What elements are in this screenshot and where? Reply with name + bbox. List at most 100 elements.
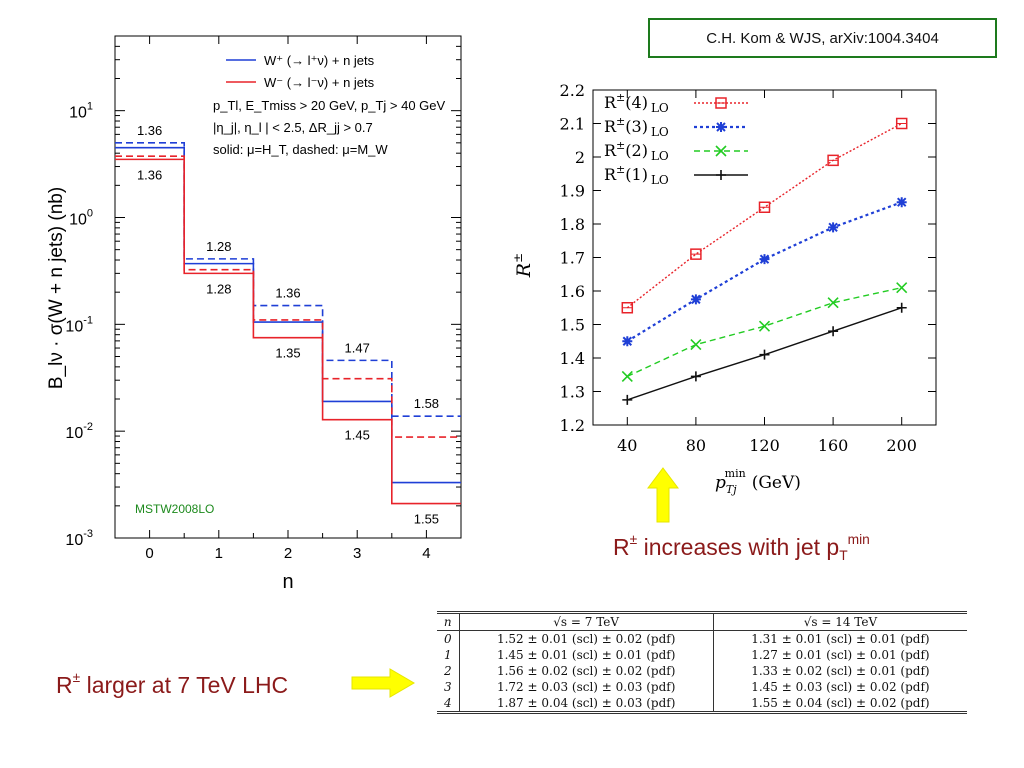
right-arrow-shape <box>351 668 415 698</box>
ratio-legend-label-part: R <box>604 141 617 160</box>
hist-y-tick-label: 10-1 <box>65 314 93 335</box>
hist-y-tick-label: 100 <box>69 208 93 229</box>
ratio-marker-x <box>758 320 771 332</box>
ratio-x-tick-label: 200 <box>886 436 917 455</box>
ratio-x-tick-label: 160 <box>818 436 849 455</box>
hist-ratio-label-above: 1.47 <box>345 340 370 355</box>
cell-14tev: 1.55 ± 0.04 (scl) ± 0.02 (pdf) <box>712 695 967 713</box>
ratio-legend-label-part: ± <box>616 91 625 104</box>
note-text: larger at 7 TeV LHC <box>80 672 289 699</box>
header-14tev: √s = 14 TeV <box>712 612 967 631</box>
note-sup: ± <box>629 532 638 547</box>
ratio-legend-label-part: ± <box>616 139 625 152</box>
up-arrow-shape <box>647 467 679 523</box>
ratio-legend-label-part: LO <box>651 101 669 115</box>
ratio-legend-label-part: ± <box>616 163 625 176</box>
ratio-legend-label-part: (1) <box>625 165 648 184</box>
ratio-marker-star <box>622 336 633 347</box>
hist-ratio-label-below: 1.35 <box>275 346 300 361</box>
ratio-legend: R±(4) LOR±(3) LOR±(2) LOR±(1) LO <box>604 91 748 187</box>
note-sub: T <box>839 547 848 563</box>
hist-y-tick-exponent: -1 <box>83 314 93 326</box>
ratio-y-tick-label: 1.5 <box>560 316 585 335</box>
ratio-legend-label-part: LO <box>651 125 669 139</box>
ratio-legend-label: R±(4) LO <box>604 91 669 115</box>
ratio-y-tick-label: 1.9 <box>560 182 585 201</box>
ratio-y-tick-label: 2.2 <box>560 81 585 100</box>
hist-legend-note: solid: μ=H_T, dashed: μ=M_W <box>213 142 388 157</box>
hist-annotations: 1.36 1.28 1.36 1.47 1.58 1.36 1.28 1.35 1.45 1.55 <box>137 123 439 527</box>
ratio-chart: 1.21.31.41.51.61.71.81.922.12.2 40 80 120 1… <box>511 81 937 496</box>
cell-14tev: 1.27 ± 0.01 (scl) ± 0.01 (pdf) <box>712 647 967 663</box>
header-n: n <box>437 612 460 631</box>
ratio-marker-plus <box>759 349 770 360</box>
ratio-marker-star <box>896 197 907 208</box>
hist-y-tick-exponent: 0 <box>87 208 93 220</box>
ratio-legend-label: R±(2) LO <box>604 139 669 163</box>
hist-ratio-label-above: 1.58 <box>414 396 439 411</box>
note-text: increases with jet p <box>637 534 840 561</box>
table-row: 3 1.72 ± 0.03 (scl) ± 0.03 (pdf) 1.45 ± 0.… <box>437 679 967 695</box>
hist-y-tick-label: 10-3 <box>65 528 93 549</box>
cell-n: 0 <box>443 632 452 646</box>
ratio-series <box>621 117 908 405</box>
cell-14tev: 1.45 ± 0.03 (scl) ± 0.02 (pdf) <box>712 679 967 695</box>
ratio-series-line <box>626 201 903 343</box>
pdf-set-label: MSTW2008LO <box>135 502 214 516</box>
ratio-legend-label: R±(3) LO <box>604 115 669 139</box>
cell-n: 1 <box>443 648 452 662</box>
hist-legend-label: W⁻ (→ l⁻ν) + n jets <box>264 75 375 90</box>
hist-x-ticks: 0 1 2 3 4 <box>145 36 431 562</box>
ratio-x-axis-label: pTjmin (GeV) <box>715 467 801 496</box>
hist-x-tick-label: 3 <box>353 545 361 562</box>
up-arrow-icon <box>647 467 679 523</box>
ratio-y-axis-label: R± <box>511 253 535 278</box>
hist-x-tick-label: 1 <box>215 545 223 562</box>
hist-legend-note: |η_j|, η_l | < 2.5, ΔR_jj > 0.7 <box>213 120 373 135</box>
ratio-marker-star <box>716 122 726 132</box>
hist-series <box>115 142 461 505</box>
ratio-x-tick-label: 80 <box>686 436 706 455</box>
table-row: 4 1.87 ± 0.04 (scl) ± 0.03 (pdf) 1.55 ± 0.… <box>437 695 967 713</box>
ratio-x-tick-label: 120 <box>749 436 780 455</box>
ratio-legend-label-part: R <box>604 117 617 136</box>
hist-y-tick-exponent: -3 <box>83 528 93 540</box>
ratio-x-tick-label: 40 <box>617 436 637 455</box>
citation-box: C.H. Kom & WJS, arXiv:1004.3404 <box>648 18 997 58</box>
hist-ratio-label-below: 1.36 <box>137 167 162 182</box>
cell-7tev: 1.52 ± 0.01 (scl) ± 0.02 (pdf) <box>458 630 714 647</box>
hist-legend-label: W⁺ (→ l⁺ν) + n jets <box>264 53 375 68</box>
hist-series-dashed <box>115 155 461 438</box>
hist-y-axis-label: B_lν · σ(W + n jets) (nb) <box>46 187 67 389</box>
ratio-y-tick-label: 2 <box>575 148 585 167</box>
ratio-legend-label: R±(1) LO <box>604 163 669 187</box>
hist-legend: W⁺ (→ l⁺ν) + n jets W⁻ (→ l⁻ν) + n jets p_… <box>213 53 446 157</box>
hist-x-tick-label: 0 <box>145 545 153 562</box>
cell-7tev: 1.87 ± 0.04 (scl) ± 0.03 (pdf) <box>458 695 714 713</box>
ratio-marker-x <box>690 339 702 351</box>
note-symbol: R <box>613 534 630 561</box>
ratio-y-tick-label: 1.2 <box>560 416 585 435</box>
cell-n: 2 <box>443 664 452 678</box>
hist-series-dashed <box>115 142 461 418</box>
ratio-y-tick-label: 1.8 <box>560 215 585 234</box>
hist-ratio-label-above: 1.28 <box>206 239 231 254</box>
table-row: 2 1.56 ± 0.02 (scl) ± 0.02 (pdf) 1.33 ± 0.… <box>437 663 967 679</box>
hist-ratio-label-above: 1.36 <box>275 286 300 301</box>
ratio-series-line <box>627 286 902 378</box>
hist-ratio-label-below: 1.45 <box>345 428 370 443</box>
ratio-legend-label-part: LO <box>651 149 669 163</box>
note-sup: ± <box>72 670 81 685</box>
ratio-marker-plus <box>896 302 907 313</box>
ratio-legend-label-part: (2) <box>625 141 648 160</box>
table-row: 0 1.52 ± 0.01 (scl) ± 0.02 (pdf) 1.31 ± 0.… <box>437 630 967 647</box>
hist-y-tick-exponent: 1 <box>87 101 93 113</box>
ratio-marker-star <box>759 254 770 265</box>
cell-n: 4 <box>443 696 452 710</box>
hist-ratio-label-below: 1.55 <box>414 512 439 527</box>
cell-n: 3 <box>443 680 452 694</box>
ratio-legend-label-part: ± <box>616 115 625 128</box>
ratio-y-tick-label: 2.1 <box>560 115 585 134</box>
cell-7tev: 1.56 ± 0.02 (scl) ± 0.02 (pdf) <box>458 663 714 679</box>
